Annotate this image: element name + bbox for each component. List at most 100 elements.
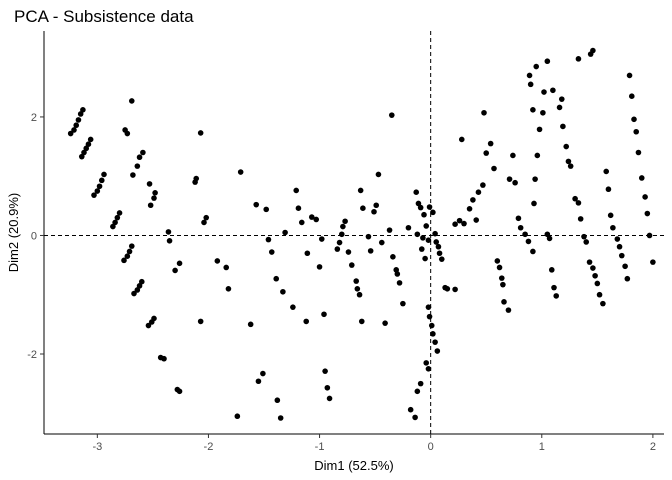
data-point (412, 414, 418, 421)
data-point (197, 130, 204, 136)
data-point (458, 136, 465, 143)
data-point (438, 256, 445, 262)
data-point (414, 388, 421, 395)
data-point (124, 130, 131, 137)
data-point (96, 183, 103, 190)
data-point (145, 322, 152, 329)
data-point (423, 223, 430, 229)
data-point (432, 230, 438, 237)
data-point (126, 248, 133, 255)
data-point (436, 250, 443, 257)
data-point (176, 260, 183, 267)
data-point (161, 355, 167, 362)
data-point (134, 287, 141, 293)
data-point (265, 236, 272, 243)
data-point (71, 127, 77, 133)
data-point (577, 216, 584, 222)
data-point (631, 116, 637, 123)
data-point (618, 252, 625, 259)
data-point (400, 300, 406, 307)
data-point (73, 122, 80, 129)
data-point (532, 176, 538, 182)
data-point (237, 169, 244, 175)
data-point (452, 286, 458, 293)
x-tick-label: 1 (539, 441, 545, 453)
data-point (534, 152, 541, 159)
data-point (98, 177, 105, 184)
data-point (600, 300, 606, 307)
data-point (530, 248, 536, 255)
data-point (456, 217, 463, 224)
data-point (481, 109, 487, 116)
x-tick-label: -3 (92, 441, 102, 453)
data-point (358, 318, 365, 325)
data-point (378, 239, 385, 246)
data-point (592, 272, 598, 279)
data-point (540, 109, 546, 116)
data-point (533, 63, 540, 70)
data-point (405, 224, 412, 231)
data-point (423, 360, 430, 366)
data-point (336, 239, 343, 246)
data-point (426, 313, 433, 320)
data-point (303, 318, 310, 325)
data-point (253, 201, 260, 208)
data-points (67, 47, 656, 421)
data-point (590, 265, 596, 271)
data-point (342, 218, 348, 225)
data-point (422, 255, 428, 262)
data-point (388, 112, 395, 118)
data-point (644, 210, 651, 217)
data-point (165, 229, 172, 235)
data-point (357, 187, 364, 194)
data-point (415, 200, 422, 207)
data-point (610, 224, 616, 231)
data-point (418, 246, 425, 252)
data-point (426, 204, 433, 210)
data-point (101, 171, 107, 178)
data-point (172, 267, 178, 274)
data-point (581, 233, 587, 240)
data-point (491, 165, 497, 172)
x-tick-label: -1 (315, 441, 325, 453)
data-point (124, 253, 131, 260)
data-point (321, 311, 327, 318)
data-point (525, 238, 532, 245)
data-point (558, 96, 565, 102)
data-point (214, 258, 221, 264)
data-point (338, 231, 345, 238)
data-point (432, 339, 438, 345)
data-point (506, 176, 513, 182)
data-point (614, 236, 621, 242)
data-point (277, 415, 284, 421)
data-point (530, 107, 536, 113)
data-point (466, 205, 473, 212)
data-point (273, 275, 280, 282)
data-point (326, 395, 333, 402)
data-point (356, 291, 363, 298)
data-point (587, 51, 594, 57)
data-point (473, 217, 480, 223)
data-point (515, 215, 522, 222)
data-point (151, 195, 157, 201)
data-point (308, 214, 315, 220)
data-point (128, 243, 135, 249)
data-point (434, 348, 441, 354)
data-point (550, 87, 556, 94)
data-point (83, 145, 90, 152)
data-point (274, 397, 281, 404)
data-point (421, 211, 427, 218)
data-point (304, 250, 311, 257)
data-point (203, 214, 210, 221)
data-point (596, 291, 603, 298)
data-point (430, 331, 436, 337)
data-point (622, 263, 628, 270)
data-point (295, 205, 302, 212)
data-point (452, 221, 458, 228)
data-point (80, 107, 86, 113)
data-point (526, 72, 533, 79)
data-point (290, 304, 296, 310)
data-point (268, 249, 275, 255)
data-point (425, 237, 432, 244)
data-point (390, 253, 396, 260)
